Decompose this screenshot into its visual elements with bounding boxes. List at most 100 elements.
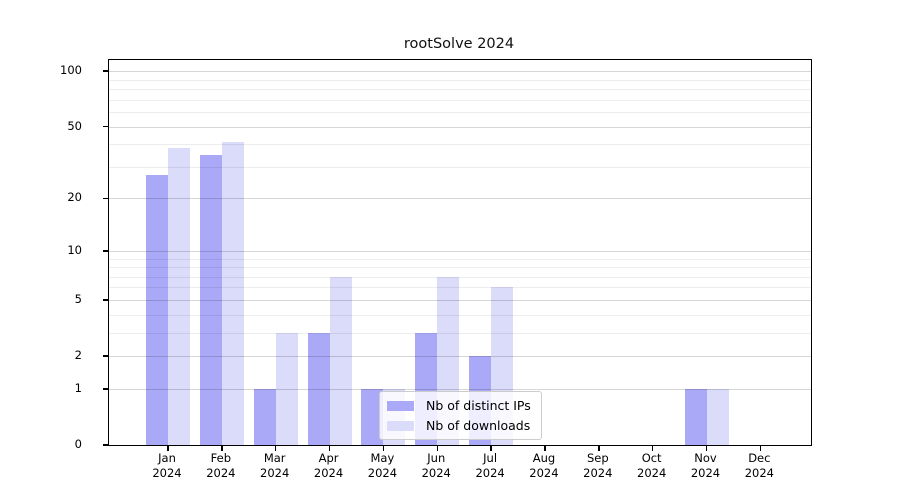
y-tick-mark <box>102 444 108 446</box>
x-tick-month: Feb <box>210 451 232 465</box>
gridline-major <box>109 356 811 358</box>
gridline-major <box>109 126 811 128</box>
y-tick-mark <box>102 70 108 72</box>
x-tick-label: Sep 2024 <box>568 451 628 481</box>
x-tick-month: Jan <box>158 451 176 465</box>
legend-label-distinct-ips: Nb of distinct IPs <box>426 398 531 413</box>
gridline-major <box>109 299 811 301</box>
bar-downloads <box>706 388 729 445</box>
gridline-minor <box>109 166 811 168</box>
x-tick-mark <box>328 446 331 451</box>
y-tick-label: 1 <box>74 380 82 395</box>
x-tick-year: 2024 <box>260 466 290 480</box>
gridline-minor <box>109 332 811 334</box>
y-tick-mark <box>102 197 108 200</box>
gridline-minor <box>109 79 811 81</box>
bar-distinct-ips <box>199 154 222 445</box>
y-tick-mark <box>102 250 108 252</box>
x-tick-label: May 2024 <box>352 451 412 481</box>
gridline-minor <box>109 287 811 289</box>
legend: Nb of distinct IPs Nb of downloads <box>379 391 542 440</box>
x-tick-label: Aug 2024 <box>514 451 574 481</box>
y-tick-label: 20 <box>67 190 82 205</box>
gridline-minor <box>109 99 811 101</box>
x-tick-mark <box>221 446 223 451</box>
y-tick-label: 5 <box>74 291 82 306</box>
legend-entry-downloads: Nb of downloads <box>387 418 531 433</box>
gridline-minor <box>109 267 811 269</box>
x-tick-label: Jan 2024 <box>137 451 197 481</box>
x-tick-month: Jul <box>483 451 498 465</box>
y-tick-mark <box>102 355 108 357</box>
x-tick-year: 2024 <box>529 466 559 480</box>
x-tick-year: 2024 <box>367 466 398 480</box>
x-tick-year: 2024 <box>744 466 774 480</box>
x-tick-mark <box>382 446 385 451</box>
x-tick-mark <box>544 446 546 451</box>
y-tick-mark <box>102 388 108 390</box>
x-tick-month: Sep <box>586 451 609 465</box>
gridline-minor <box>109 89 811 91</box>
x-tick-mark <box>167 446 169 451</box>
y-tick-label: 100 <box>60 63 82 78</box>
x-tick-label: Mar 2024 <box>245 451 305 481</box>
x-tick-month: Aug <box>532 451 556 465</box>
x-tick-mark <box>436 446 438 451</box>
x-tick-month: Jun <box>427 451 446 465</box>
legend-label-downloads: Nb of downloads <box>426 418 531 433</box>
x-tick-label: Oct 2024 <box>622 451 682 481</box>
x-tick-month: Nov <box>694 451 717 465</box>
gridline-minor <box>109 144 811 146</box>
bar-downloads <box>275 332 298 445</box>
gridline-major <box>109 388 811 390</box>
gridline-major <box>109 71 811 73</box>
gridline-major <box>109 198 811 200</box>
bar-distinct-ips <box>253 388 276 445</box>
gridline-minor <box>109 314 811 316</box>
y-tick-label: 10 <box>67 242 82 257</box>
legend-swatch-downloads <box>387 420 414 431</box>
chart-title: rootSolve 2024 <box>403 36 515 52</box>
y-tick-label: 0 <box>74 437 82 451</box>
bar-downloads <box>329 276 352 445</box>
legend-swatch-distinct-ips <box>387 400 414 411</box>
gridline-major <box>109 250 811 252</box>
x-tick-year: 2024 <box>583 466 613 480</box>
x-tick-label: Apr 2024 <box>299 451 359 481</box>
x-tick-year: 2024 <box>637 466 667 480</box>
x-tick-mark <box>490 446 492 451</box>
x-tick-month: May <box>370 451 395 465</box>
x-tick-mark <box>274 446 277 451</box>
x-tick-year: 2024 <box>690 466 721 480</box>
x-tick-month: Oct <box>641 451 662 465</box>
x-tick-label: Jul 2024 <box>460 451 520 481</box>
x-tick-label: Dec 2024 <box>729 451 789 481</box>
x-tick-month: Mar <box>263 451 286 465</box>
bar-distinct-ips <box>146 175 168 445</box>
x-tick-mark <box>651 446 654 451</box>
bar-downloads <box>168 148 190 445</box>
y-tick-mark <box>102 125 108 128</box>
x-tick-year: 2024 <box>313 466 344 480</box>
y-tick-label: 2 <box>74 348 82 363</box>
x-tick-mark <box>759 446 762 451</box>
gridline-minor <box>109 258 811 260</box>
x-tick-month: Apr <box>318 451 339 465</box>
bar-downloads <box>221 142 244 445</box>
y-tick-label: 50 <box>67 118 82 133</box>
x-tick-label: Jun 2024 <box>406 451 466 481</box>
x-tick-mark <box>598 446 600 451</box>
plot-area: Nb of distinct IPs Nb of downloads <box>102 59 812 451</box>
x-tick-year: 2024 <box>421 466 451 480</box>
x-tick-year: 2024 <box>475 466 505 480</box>
x-tick-year: 2024 <box>206 466 236 480</box>
gridline-minor <box>109 276 811 278</box>
legend-entry-distinct-ips: Nb of distinct IPs <box>387 398 531 413</box>
gridline-minor <box>109 112 811 114</box>
bar-distinct-ips <box>361 388 384 445</box>
x-tick-month: Dec <box>748 451 771 465</box>
x-tick-label: Feb 2024 <box>191 451 251 481</box>
x-tick-mark <box>705 446 708 451</box>
x-tick-year: 2024 <box>152 466 182 480</box>
